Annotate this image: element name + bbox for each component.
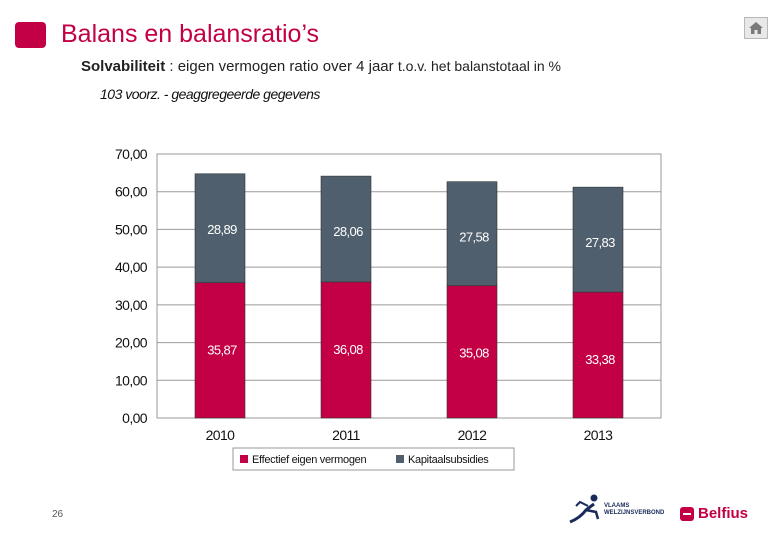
x-tick-label: 2010 bbox=[206, 427, 236, 443]
y-tick-label: 30,00 bbox=[115, 297, 148, 313]
legend-label: Kapitaalsubsidies bbox=[408, 454, 489, 466]
x-tick-label: 2012 bbox=[458, 427, 488, 443]
bar-segment bbox=[572, 291, 624, 419]
y-tick-label: 70,00 bbox=[115, 146, 148, 162]
bar-value-label: 28,89 bbox=[207, 222, 237, 237]
running-figure-icon bbox=[569, 494, 600, 524]
legend-box bbox=[232, 447, 515, 471]
partner-logo: VLAAMS WELZIJNSVERBOND bbox=[566, 492, 670, 530]
bar-segment bbox=[446, 285, 498, 419]
bar-value-label: 36,08 bbox=[333, 342, 363, 357]
x-tick-label: 2011 bbox=[332, 427, 361, 443]
bar-segment bbox=[446, 181, 498, 286]
legend-swatch bbox=[396, 455, 404, 463]
y-tick-label: 0,00 bbox=[122, 410, 148, 426]
belfius-mark-icon bbox=[680, 506, 694, 521]
bar-segment bbox=[572, 186, 624, 293]
x-tick-label: 2013 bbox=[584, 427, 614, 443]
bar-value-label: 35,87 bbox=[207, 343, 237, 358]
page-number: 26 bbox=[52, 509, 64, 520]
belfius-name: Belfius bbox=[698, 505, 749, 522]
bar-value-label: 28,06 bbox=[333, 224, 363, 239]
y-tick-label: 10,00 bbox=[115, 372, 148, 388]
chart-subtitle: Solvabiliteit : eigen vermogen ratio ove… bbox=[81, 58, 561, 75]
y-tick-label: 20,00 bbox=[115, 335, 148, 351]
legend-swatch bbox=[240, 455, 248, 463]
y-tick-label: 50,00 bbox=[115, 221, 148, 237]
bar-segment bbox=[194, 282, 246, 419]
bar-value-label: 27,58 bbox=[459, 230, 489, 245]
home-icon bbox=[749, 22, 763, 34]
legend-label: Effectief eigen vermogen bbox=[252, 454, 366, 466]
subtitle-text: : eigen vermogen ratio over 4 jaar bbox=[169, 58, 394, 75]
y-tick-label: 40,00 bbox=[115, 259, 148, 275]
bar-value-label: 27,83 bbox=[585, 235, 615, 250]
bar-value-label: 33,38 bbox=[585, 352, 615, 367]
belfius-logo: Belfius bbox=[680, 505, 748, 522]
home-button[interactable] bbox=[744, 17, 768, 39]
title-bullet-mark bbox=[15, 22, 46, 48]
page-title: Balans en balansratio’s bbox=[61, 20, 320, 48]
bar-segment bbox=[320, 281, 372, 419]
chart-caption: 103 voorz. - geaggregeerde gegevens bbox=[100, 86, 320, 102]
subtitle-bold: Solvabiliteit bbox=[81, 58, 166, 75]
bar-segment bbox=[320, 175, 372, 283]
y-tick-label: 60,00 bbox=[115, 184, 148, 200]
bar-segment bbox=[194, 173, 246, 284]
partner-name: VLAAMS WELZIJNSVERBOND bbox=[604, 503, 665, 516]
bar-value-label: 35,08 bbox=[459, 346, 489, 361]
subtitle-small: t.o.v. het balanstotaal in % bbox=[397, 58, 562, 74]
